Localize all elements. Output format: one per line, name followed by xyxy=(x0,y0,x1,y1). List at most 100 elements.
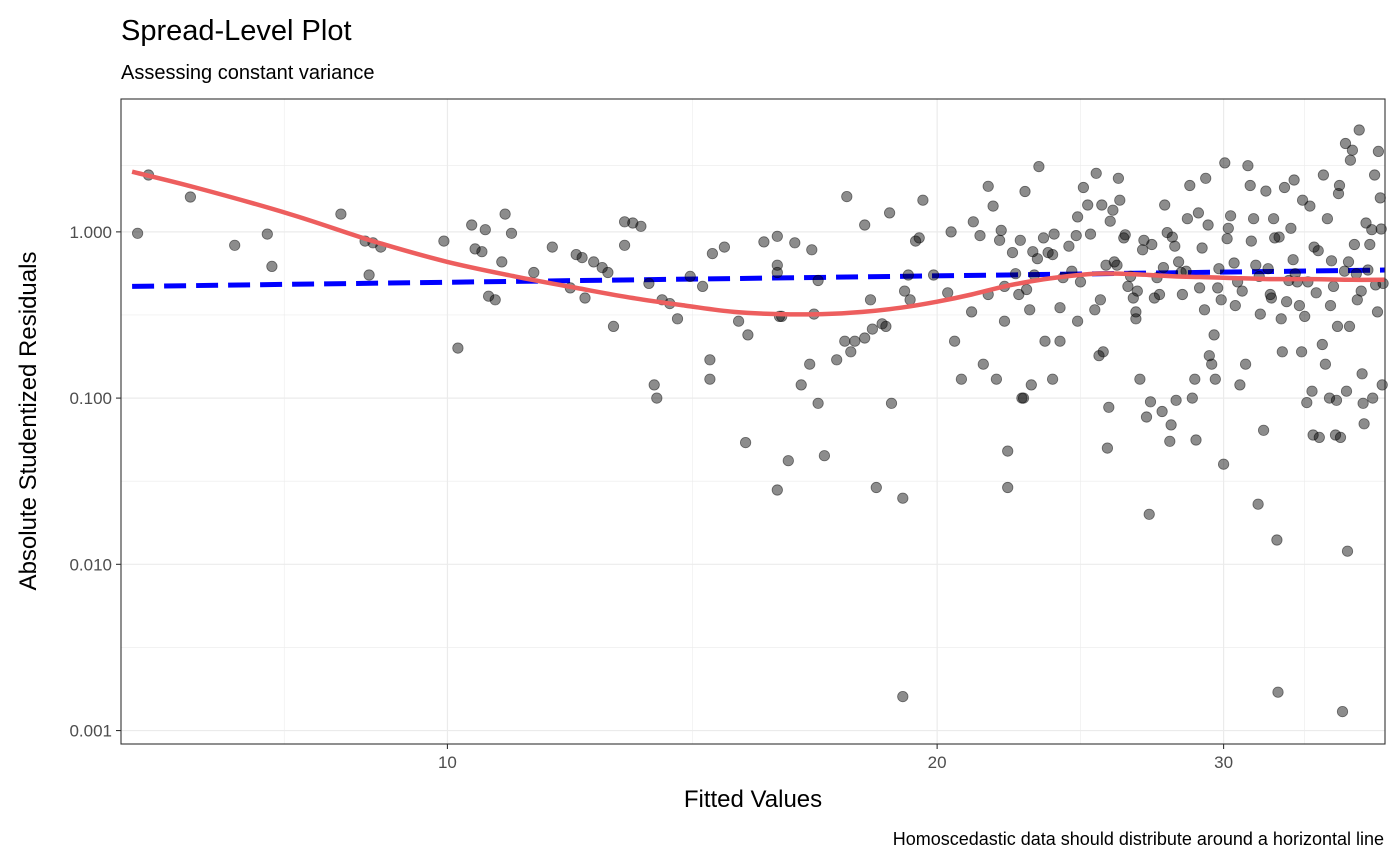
data-point xyxy=(1319,358,1332,370)
data-point xyxy=(982,180,994,192)
data-point xyxy=(1127,292,1139,304)
y-tick-label: 1.000 xyxy=(69,223,112,242)
data-point xyxy=(1272,686,1284,698)
data-point xyxy=(1344,154,1357,166)
data-point xyxy=(987,200,999,212)
data-point xyxy=(732,315,745,327)
data-point xyxy=(1146,238,1158,251)
data-point xyxy=(570,249,582,261)
data-point xyxy=(1358,418,1370,430)
data-point xyxy=(1206,358,1218,370)
data-point xyxy=(1296,346,1308,358)
data-point xyxy=(1084,228,1097,240)
data-point xyxy=(1153,288,1166,301)
data-point xyxy=(1338,265,1351,277)
data-point xyxy=(1213,263,1225,275)
data-point xyxy=(706,248,719,260)
data-point xyxy=(1285,222,1297,234)
data-point xyxy=(671,313,684,325)
data-point xyxy=(1089,304,1101,316)
chart-subtitle: Assessing constant variance xyxy=(121,62,374,84)
data-point xyxy=(1323,392,1336,404)
data-point xyxy=(1304,200,1316,212)
data-point xyxy=(1312,245,1324,257)
data-point xyxy=(1262,263,1274,275)
data-point xyxy=(1278,181,1291,194)
data-point xyxy=(1316,338,1328,351)
data-point xyxy=(1094,294,1107,306)
data-point xyxy=(1101,442,1114,454)
data-point xyxy=(1047,373,1059,385)
data-point xyxy=(955,373,968,385)
y-tick-label: 0.010 xyxy=(69,555,112,574)
data-point xyxy=(841,191,853,203)
data-point xyxy=(1375,223,1387,235)
data-point xyxy=(758,236,770,248)
data-point xyxy=(1301,396,1313,409)
data-point xyxy=(1200,172,1212,184)
data-point xyxy=(1063,240,1075,252)
data-point xyxy=(771,230,783,242)
data-point xyxy=(1334,431,1347,443)
data-point xyxy=(1181,213,1194,225)
data-point xyxy=(1020,283,1033,296)
data-point xyxy=(1137,244,1149,256)
data-point xyxy=(1131,285,1143,297)
data-point xyxy=(1245,235,1257,247)
data-point xyxy=(771,484,783,496)
data-point xyxy=(1330,394,1343,406)
data-point xyxy=(505,227,518,239)
data-point xyxy=(839,335,851,347)
data-point xyxy=(1114,194,1126,206)
data-point xyxy=(1159,199,1171,211)
data-point xyxy=(1350,268,1362,280)
data-point xyxy=(1048,228,1060,240)
data-point xyxy=(927,269,940,281)
data-point xyxy=(1112,172,1125,184)
data-point xyxy=(849,335,861,347)
data-point xyxy=(1096,199,1108,211)
data-point xyxy=(812,274,824,287)
data-point xyxy=(870,481,882,494)
data-point xyxy=(651,392,663,404)
data-point xyxy=(1240,358,1252,370)
data-point xyxy=(1006,247,1019,259)
data-point xyxy=(739,436,752,449)
data-point xyxy=(883,207,896,219)
data-point xyxy=(335,208,347,220)
data-point xyxy=(1002,445,1014,457)
data-point xyxy=(880,320,892,332)
data-point xyxy=(643,277,655,289)
data-point xyxy=(1111,259,1123,271)
data-point xyxy=(1372,145,1385,157)
data-point xyxy=(1342,256,1355,268)
data-point xyxy=(1082,199,1094,211)
data-point xyxy=(1143,508,1155,520)
data-point xyxy=(965,306,978,318)
data-point xyxy=(1014,234,1026,246)
data-point xyxy=(1203,350,1215,362)
data-point xyxy=(1033,161,1045,173)
data-point xyxy=(261,228,273,240)
data-point xyxy=(704,373,716,385)
data-point xyxy=(1306,385,1318,397)
data-point xyxy=(1331,320,1344,332)
data-point xyxy=(466,219,478,231)
data-point xyxy=(1024,304,1036,316)
data-point xyxy=(845,346,857,358)
data-point xyxy=(1353,124,1365,136)
data-point xyxy=(1281,296,1293,308)
data-point xyxy=(618,239,631,251)
y-tick-label: 0.001 xyxy=(69,722,112,741)
data-point xyxy=(1009,268,1022,280)
data-point xyxy=(1366,224,1378,236)
data-point xyxy=(1332,188,1345,200)
data-point xyxy=(1343,320,1356,332)
data-point xyxy=(1229,299,1241,312)
data-point xyxy=(1047,249,1059,261)
data-point xyxy=(1196,242,1208,254)
data-point xyxy=(1269,232,1281,244)
data-point xyxy=(1336,705,1349,718)
data-point xyxy=(684,270,696,282)
data-point xyxy=(1357,397,1369,409)
